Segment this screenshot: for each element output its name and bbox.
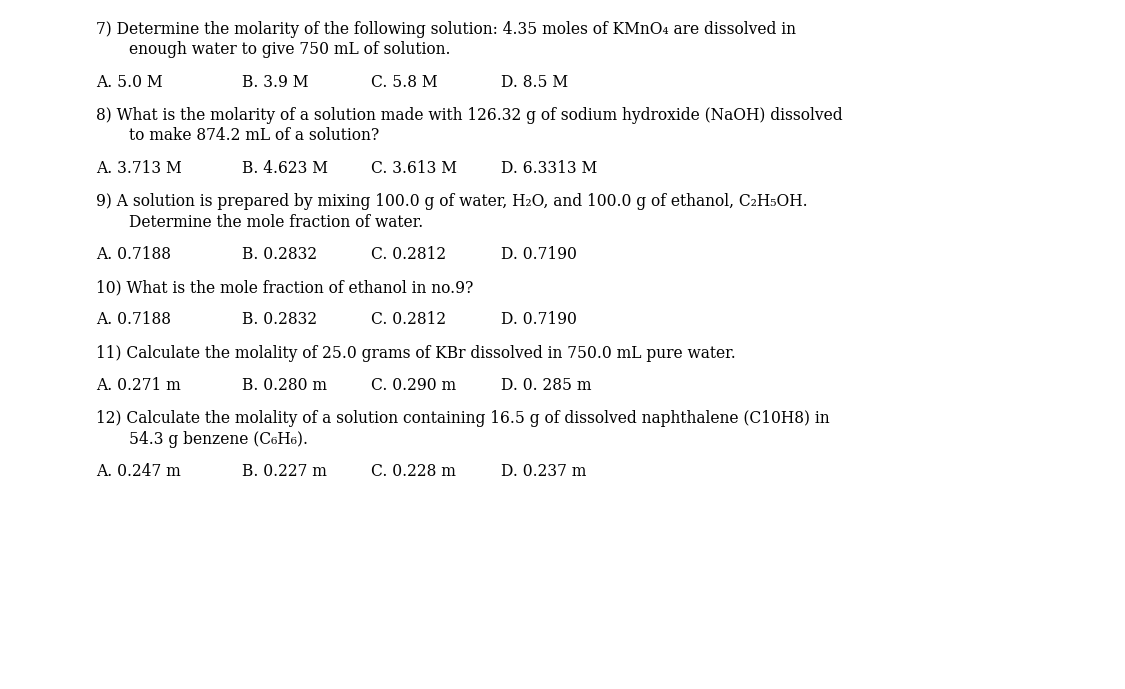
Text: 10) What is the mole fraction of ethanol in no.9?: 10) What is the mole fraction of ethanol… (96, 279, 472, 296)
Text: B. 3.9 M: B. 3.9 M (242, 74, 308, 91)
Text: 9) A solution is prepared by mixing 100.0 g of water, H₂O, and 100.0 g of ethano: 9) A solution is prepared by mixing 100.… (96, 193, 808, 210)
Text: enough water to give 750 mL of solution.: enough water to give 750 mL of solution. (129, 41, 451, 59)
Text: D. 0.7190: D. 0.7190 (501, 246, 576, 263)
Text: D. 0.7190: D. 0.7190 (501, 311, 576, 329)
Text: A. 0.7188: A. 0.7188 (96, 246, 171, 263)
Text: C. 0.228 m: C. 0.228 m (371, 463, 456, 480)
Text: C. 0.2812: C. 0.2812 (371, 311, 447, 329)
Text: A. 0.271 m: A. 0.271 m (96, 377, 180, 394)
Text: 11) Calculate the molality of 25.0 grams of KBr dissolved in 750.0 mL pure water: 11) Calculate the molality of 25.0 grams… (96, 344, 736, 362)
Text: B. 0.227 m: B. 0.227 m (242, 463, 326, 480)
Text: A. 0.7188: A. 0.7188 (96, 311, 171, 329)
Text: A. 5.0 M: A. 5.0 M (96, 74, 162, 91)
Text: C. 0.2812: C. 0.2812 (371, 246, 447, 263)
Text: C. 0.290 m: C. 0.290 m (371, 377, 457, 394)
Text: 54.3 g benzene (C₆H₆).: 54.3 g benzene (C₆H₆). (129, 431, 308, 448)
Text: B. 0.2832: B. 0.2832 (242, 311, 317, 329)
Text: C. 5.8 M: C. 5.8 M (371, 74, 438, 91)
Text: B. 0.2832: B. 0.2832 (242, 246, 317, 263)
Text: D. 8.5 M: D. 8.5 M (501, 74, 568, 91)
Text: 12) Calculate the molality of a solution containing 16.5 g of dissolved naphthal: 12) Calculate the molality of a solution… (96, 410, 829, 427)
Text: D. 0. 285 m: D. 0. 285 m (501, 377, 591, 394)
Text: B. 0.280 m: B. 0.280 m (242, 377, 327, 394)
Text: D. 0.237 m: D. 0.237 m (501, 463, 586, 480)
Text: A. 0.247 m: A. 0.247 m (96, 463, 180, 480)
Text: C. 3.613 M: C. 3.613 M (371, 160, 457, 177)
Text: D. 6.3313 M: D. 6.3313 M (501, 160, 597, 177)
Text: 7) Determine the molarity of the following solution: 4.35 moles of KMnO₄ are dis: 7) Determine the molarity of the followi… (96, 21, 795, 38)
Text: Determine the mole fraction of water.: Determine the mole fraction of water. (129, 214, 424, 231)
Text: 8) What is the molarity of a solution made with 126.32 g of sodium hydroxide (Na: 8) What is the molarity of a solution ma… (96, 107, 843, 124)
Text: to make 874.2 mL of a solution?: to make 874.2 mL of a solution? (129, 127, 379, 145)
Text: B. 4.623 M: B. 4.623 M (242, 160, 327, 177)
Text: A. 3.713 M: A. 3.713 M (96, 160, 181, 177)
